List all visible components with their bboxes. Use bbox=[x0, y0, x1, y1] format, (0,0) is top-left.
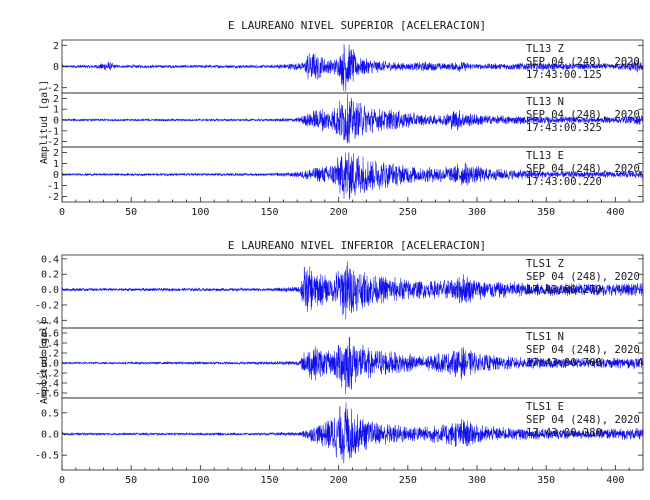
y-tick-label: -0.2 bbox=[35, 300, 59, 311]
x-tick-label: 200 bbox=[330, 475, 348, 486]
y-tick-label: -0.2 bbox=[35, 369, 59, 380]
time-label: 17:43:00.270 bbox=[526, 284, 602, 296]
y-tick-label: -1 bbox=[47, 181, 59, 192]
y-tick-label: 1 bbox=[53, 159, 59, 170]
seismic-trace bbox=[61, 152, 644, 200]
y-tick-label: 0.0 bbox=[41, 430, 59, 441]
y-tick-label: -0.4 bbox=[35, 316, 59, 327]
y-tick-label: 0.4 bbox=[41, 254, 59, 265]
x-tick-label: 400 bbox=[606, 475, 624, 486]
x-tick-label: 250 bbox=[399, 207, 417, 218]
y-tick-label: 0.5 bbox=[41, 408, 59, 419]
y-tick-label: 0.0 bbox=[41, 285, 59, 296]
date-label: SEP 04 (248), 2020 bbox=[526, 344, 640, 356]
y-tick-label: -1 bbox=[47, 126, 59, 137]
seismic-trace bbox=[61, 93, 644, 144]
y-tick-label: 0 bbox=[53, 116, 59, 127]
y-axis-label-superior: Amplitud [gal] bbox=[39, 80, 50, 164]
y-tick-label: -0.5 bbox=[35, 451, 59, 462]
y-tick-label: 2 bbox=[53, 148, 59, 159]
y-tick-label: -2 bbox=[47, 83, 59, 94]
x-tick-label: 350 bbox=[537, 207, 555, 218]
y-tick-label: 2 bbox=[53, 41, 59, 52]
time-label: 17:43:00.700 bbox=[526, 357, 602, 369]
time-label: 17:43:00.325 bbox=[526, 122, 602, 134]
x-tick-label: 200 bbox=[330, 207, 348, 218]
y-tick-label: 0.2 bbox=[41, 349, 59, 360]
seismic-trace bbox=[61, 43, 644, 92]
y-tick-label: 0.4 bbox=[41, 339, 59, 350]
x-tick-label: 150 bbox=[260, 207, 278, 218]
y-tick-label: 0.0 bbox=[41, 359, 59, 370]
chart-title-inferior: E LAUREANO NIVEL INFERIOR [ACELERACION] bbox=[228, 239, 486, 252]
x-tick-label: 50 bbox=[125, 475, 137, 486]
station-component-label: TL13 Z bbox=[526, 43, 564, 55]
seismic-trace bbox=[61, 261, 644, 320]
y-tick-label: -0.4 bbox=[35, 379, 59, 390]
x-tick-label: 300 bbox=[468, 207, 486, 218]
x-tick-label: 300 bbox=[468, 475, 486, 486]
y-tick-label: 1 bbox=[53, 105, 59, 116]
time-label: 17:43:00.220 bbox=[526, 176, 602, 188]
date-label: SEP 04 (248), 2020 bbox=[526, 163, 640, 175]
x-tick-label: 100 bbox=[191, 207, 209, 218]
date-label: SEP 04 (248), 2020 bbox=[526, 271, 640, 283]
x-tick-label: 350 bbox=[537, 475, 555, 486]
seismic-trace bbox=[61, 402, 644, 464]
date-label: SEP 04 (248), 2020 bbox=[526, 109, 640, 121]
y-tick-label: -2 bbox=[47, 137, 59, 148]
x-tick-label: 100 bbox=[191, 475, 209, 486]
y-tick-label: 0.2 bbox=[41, 270, 59, 281]
x-tick-label: 0 bbox=[59, 207, 65, 218]
y-axis-label-inferior: Amplitud [gal] bbox=[39, 320, 50, 404]
station-component-label: TLS1 E bbox=[526, 401, 564, 413]
y-tick-label: 0 bbox=[53, 170, 59, 181]
time-label: 17:43:00.125 bbox=[526, 69, 602, 81]
y-tick-label: 0.6 bbox=[41, 329, 59, 340]
x-tick-label: 50 bbox=[125, 207, 137, 218]
x-tick-label: 250 bbox=[399, 475, 417, 486]
station-component-label: TL13 E bbox=[526, 150, 564, 162]
station-component-label: TLS1 Z bbox=[526, 258, 564, 270]
y-tick-label: -0.6 bbox=[35, 389, 59, 400]
station-component-label: TL13 N bbox=[526, 96, 564, 108]
time-label: 17:43:00.280 bbox=[526, 427, 602, 439]
x-tick-label: 0 bbox=[59, 475, 65, 486]
station-component-label: TLS1 N bbox=[526, 331, 564, 343]
y-tick-label: 2 bbox=[53, 94, 59, 105]
x-tick-label: 400 bbox=[606, 207, 624, 218]
chart-title-superior: E LAUREANO NIVEL SUPERIOR [ACELERACION] bbox=[228, 19, 486, 32]
y-tick-label: -2 bbox=[47, 192, 59, 203]
y-tick-label: 0 bbox=[53, 62, 59, 73]
seismic-trace bbox=[61, 336, 644, 395]
date-label: SEP 04 (248), 2020 bbox=[526, 56, 640, 68]
x-tick-label: 150 bbox=[260, 475, 278, 486]
date-label: SEP 04 (248), 2020 bbox=[526, 414, 640, 426]
